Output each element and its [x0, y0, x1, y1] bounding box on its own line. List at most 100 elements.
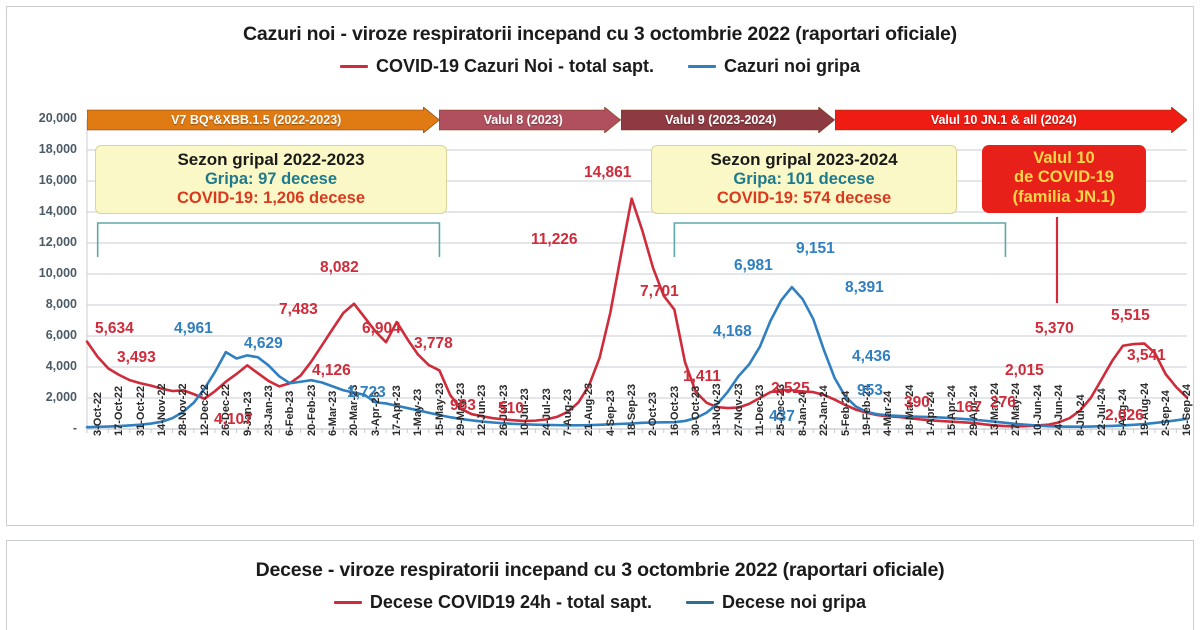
data-point-label: 963	[450, 397, 476, 414]
x-axis-tick-label: 16-Oct-23	[668, 385, 681, 436]
x-axis-tick-label: 1-May-23	[412, 388, 425, 436]
data-point-label: 14,861	[584, 164, 632, 181]
legend-item-covid-cases[interactable]: COVID-19 Cazuri Noi - total sapt.	[339, 56, 655, 77]
data-point-label: 953	[857, 382, 883, 399]
y-axis-tick-label: 20,000	[38, 111, 77, 125]
data-point-label: 390	[904, 394, 930, 411]
x-axis-tick-label: 6-Feb-23	[284, 390, 297, 436]
data-point-label: 4,961	[174, 320, 213, 337]
y-axis-tick-label: 4,000	[45, 359, 77, 373]
data-point-label: 4,629	[244, 335, 283, 352]
cases-chart-title: Cazuri noi - viroze respiratorii incepan…	[243, 23, 957, 45]
callout-valul-10: Valul 10 de COVID-19 (familia JN.1)	[982, 145, 1146, 214]
x-axis-tick-label: 17-Apr-23	[391, 385, 404, 436]
data-point-label: 5,370	[1035, 320, 1074, 337]
y-axis-tick-label: 14,000	[38, 204, 77, 218]
data-point-label: 7,483	[279, 301, 318, 318]
callout-valul-10-line3: (familia JN.1)	[1012, 187, 1116, 206]
x-axis-tick-label: 2-Sep-24	[1159, 390, 1172, 436]
x-axis-tick-label: 31-Oct-22	[134, 385, 147, 436]
data-point-label: 11,226	[531, 231, 578, 248]
cases-chart-panel: Cazuri noi - viroze respiratorii incepan…	[6, 6, 1194, 526]
deaths-chart-panel: Decese - viroze respiratorii incepand cu…	[6, 540, 1194, 630]
data-point-label: 2,015	[1005, 362, 1044, 379]
legend-item-flu-cases[interactable]: Cazuri noi gripa	[688, 56, 860, 77]
x-axis-tick-label: 24-Jul-23	[540, 388, 553, 436]
y-axis-tick-label: 6,000	[45, 328, 77, 342]
cases-plot-area: V7 BQ*&XBB.1.5 (2022-2023) Valul 8 (2023)…	[7, 107, 1195, 525]
x-axis-tick-label: 18-Sep-23	[625, 384, 638, 436]
x-axis-tick-label: 24-Jun-24	[1053, 384, 1066, 436]
deaths-chart-title: Decese - viroze respiratorii incepand cu…	[255, 559, 945, 581]
legend-label-flu-deaths: Decese noi gripa	[722, 592, 867, 612]
callout-sezon-2023-2024-line2: Gripa: 101 decese	[733, 169, 875, 188]
x-axis-tick-label: 4-Sep-23	[604, 390, 617, 436]
x-axis-tick-label: 2-Oct-23	[647, 391, 660, 436]
legend-label-covid-deaths: Decese COVID19 24h - total sapt.	[369, 592, 653, 612]
x-axis-tick-label: 8-Jul-24	[1074, 394, 1087, 436]
wave-banner-label-1: V7 BQ*&XBB.1.5 (2022-2023)	[171, 113, 342, 127]
data-point-label: 5,515	[1111, 307, 1150, 324]
x-axis-tick-label: 16-Sep-24	[1181, 384, 1194, 436]
cases-chart-legend: COVID-19 Cazuri Noi - total sapt. Cazuri…	[7, 56, 1193, 77]
data-point-label: 7,701	[640, 283, 679, 300]
wave-banner-2: Valul 8 (2023)	[439, 107, 621, 133]
data-point-label: 3,778	[414, 335, 453, 352]
callout-valul-10-line1: Valul 10	[1033, 149, 1095, 167]
y-axis-tick-label: 10,000	[38, 266, 77, 280]
data-point-label: 4,126	[312, 362, 351, 379]
x-axis-tick-label: 11-Dec-23	[754, 384, 767, 436]
x-axis-tick-label: 20-Feb-23	[305, 384, 318, 436]
data-point-label: 6,904	[362, 320, 401, 337]
wave-banner-4: Valul 10 JN.1 & all (2024)	[834, 107, 1187, 133]
legend-swatch-flu-cases	[688, 65, 717, 68]
callout-sezon-2022-2023: Sezon gripal 2022-2023 Gripa: 97 decese CO…	[95, 145, 447, 214]
callout-sezon-2023-2024-line1: Sezon gripal 2023-2024	[710, 150, 898, 169]
x-axis-tick-label: 22-Jan-24	[818, 385, 831, 436]
legend-swatch-covid-cases	[339, 65, 368, 68]
data-point-label: 8,391	[845, 279, 884, 296]
x-axis-tick-label: 10-Jun-24	[1031, 384, 1044, 436]
callout-sezon-2022-2023-line1: Sezon gripal 2022-2023	[177, 150, 365, 169]
callout-sezon-2022-2023-line3: COVID-19: 1,206 decese	[176, 188, 366, 207]
wave-banner-label-2: Valul 8 (2023)	[483, 113, 563, 127]
data-point-label: 1,723	[347, 384, 386, 401]
data-point-label: 8,082	[320, 259, 359, 276]
wave-banner-label-3: Valul 9 (2023-2024)	[665, 113, 777, 127]
data-point-label: 4,107	[214, 411, 253, 428]
flu-cases-line	[85, 285, 1189, 429]
x-axis-tick-label: 3-Oct-22	[92, 391, 104, 436]
legend-item-flu-deaths[interactable]: Decese noi gripa	[686, 592, 866, 613]
legend-item-covid-deaths[interactable]: Decese COVID19 24h - total sapt.	[333, 592, 653, 613]
wave-banner-3: Valul 9 (2023-2024)	[620, 107, 835, 133]
callout-sezon-2023-2024-line3: COVID-19: 574 decese	[716, 188, 892, 207]
data-point-label: 437	[769, 408, 795, 425]
x-axis-tick-label: 15-May-23	[433, 382, 446, 436]
data-point-label: 3,493	[117, 349, 156, 366]
x-axis-tick-label: 6-Mar-23	[326, 390, 339, 436]
y-axis-tick-label: 18,000	[38, 142, 77, 156]
x-axis-tick-label: 12-Jun-23	[476, 384, 489, 436]
data-point-label: 4,168	[713, 323, 752, 340]
legend-label-covid-cases: COVID-19 Cazuri Noi - total sapt.	[375, 56, 655, 76]
x-axis-tick-label: 30-Oct-23	[690, 385, 703, 436]
data-point-label: 3,541	[1127, 347, 1166, 364]
x-axis-tick-label: 27-Nov-23	[732, 383, 745, 436]
x-axis-tick-label: 8-Jan-24	[796, 391, 809, 436]
data-point-label: 2,525	[771, 380, 810, 397]
y-axis-tick-label: 2,000	[45, 390, 77, 404]
callout-valul-10-line2: de COVID-19	[1014, 168, 1114, 187]
x-axis-tick-label: 17-Oct-22	[113, 385, 126, 436]
data-point-label: 276	[990, 394, 1016, 411]
y-axis-tick-label: 8,000	[45, 297, 77, 311]
x-axis-tick-label: 12-Dec-22	[198, 384, 211, 436]
callout-sezon-2023-2024: Sezon gripal 2023-2024 Gripa: 101 decese C…	[651, 145, 957, 214]
y-axis-tick-label: 12,000	[38, 235, 77, 249]
x-axis-tick-label: 4-Mar-24	[882, 390, 895, 436]
data-point-label: 5,634	[95, 320, 134, 337]
deaths-chart-legend: Decese COVID19 24h - total sapt. Decese …	[7, 592, 1193, 613]
data-point-label: 510	[498, 400, 524, 417]
legend-swatch-covid-deaths	[333, 601, 362, 604]
wave-banner-label-4: Valul 10 JN.1 & all (2024)	[930, 113, 1077, 127]
x-axis-tick-label: 5-Feb-24	[839, 390, 852, 436]
